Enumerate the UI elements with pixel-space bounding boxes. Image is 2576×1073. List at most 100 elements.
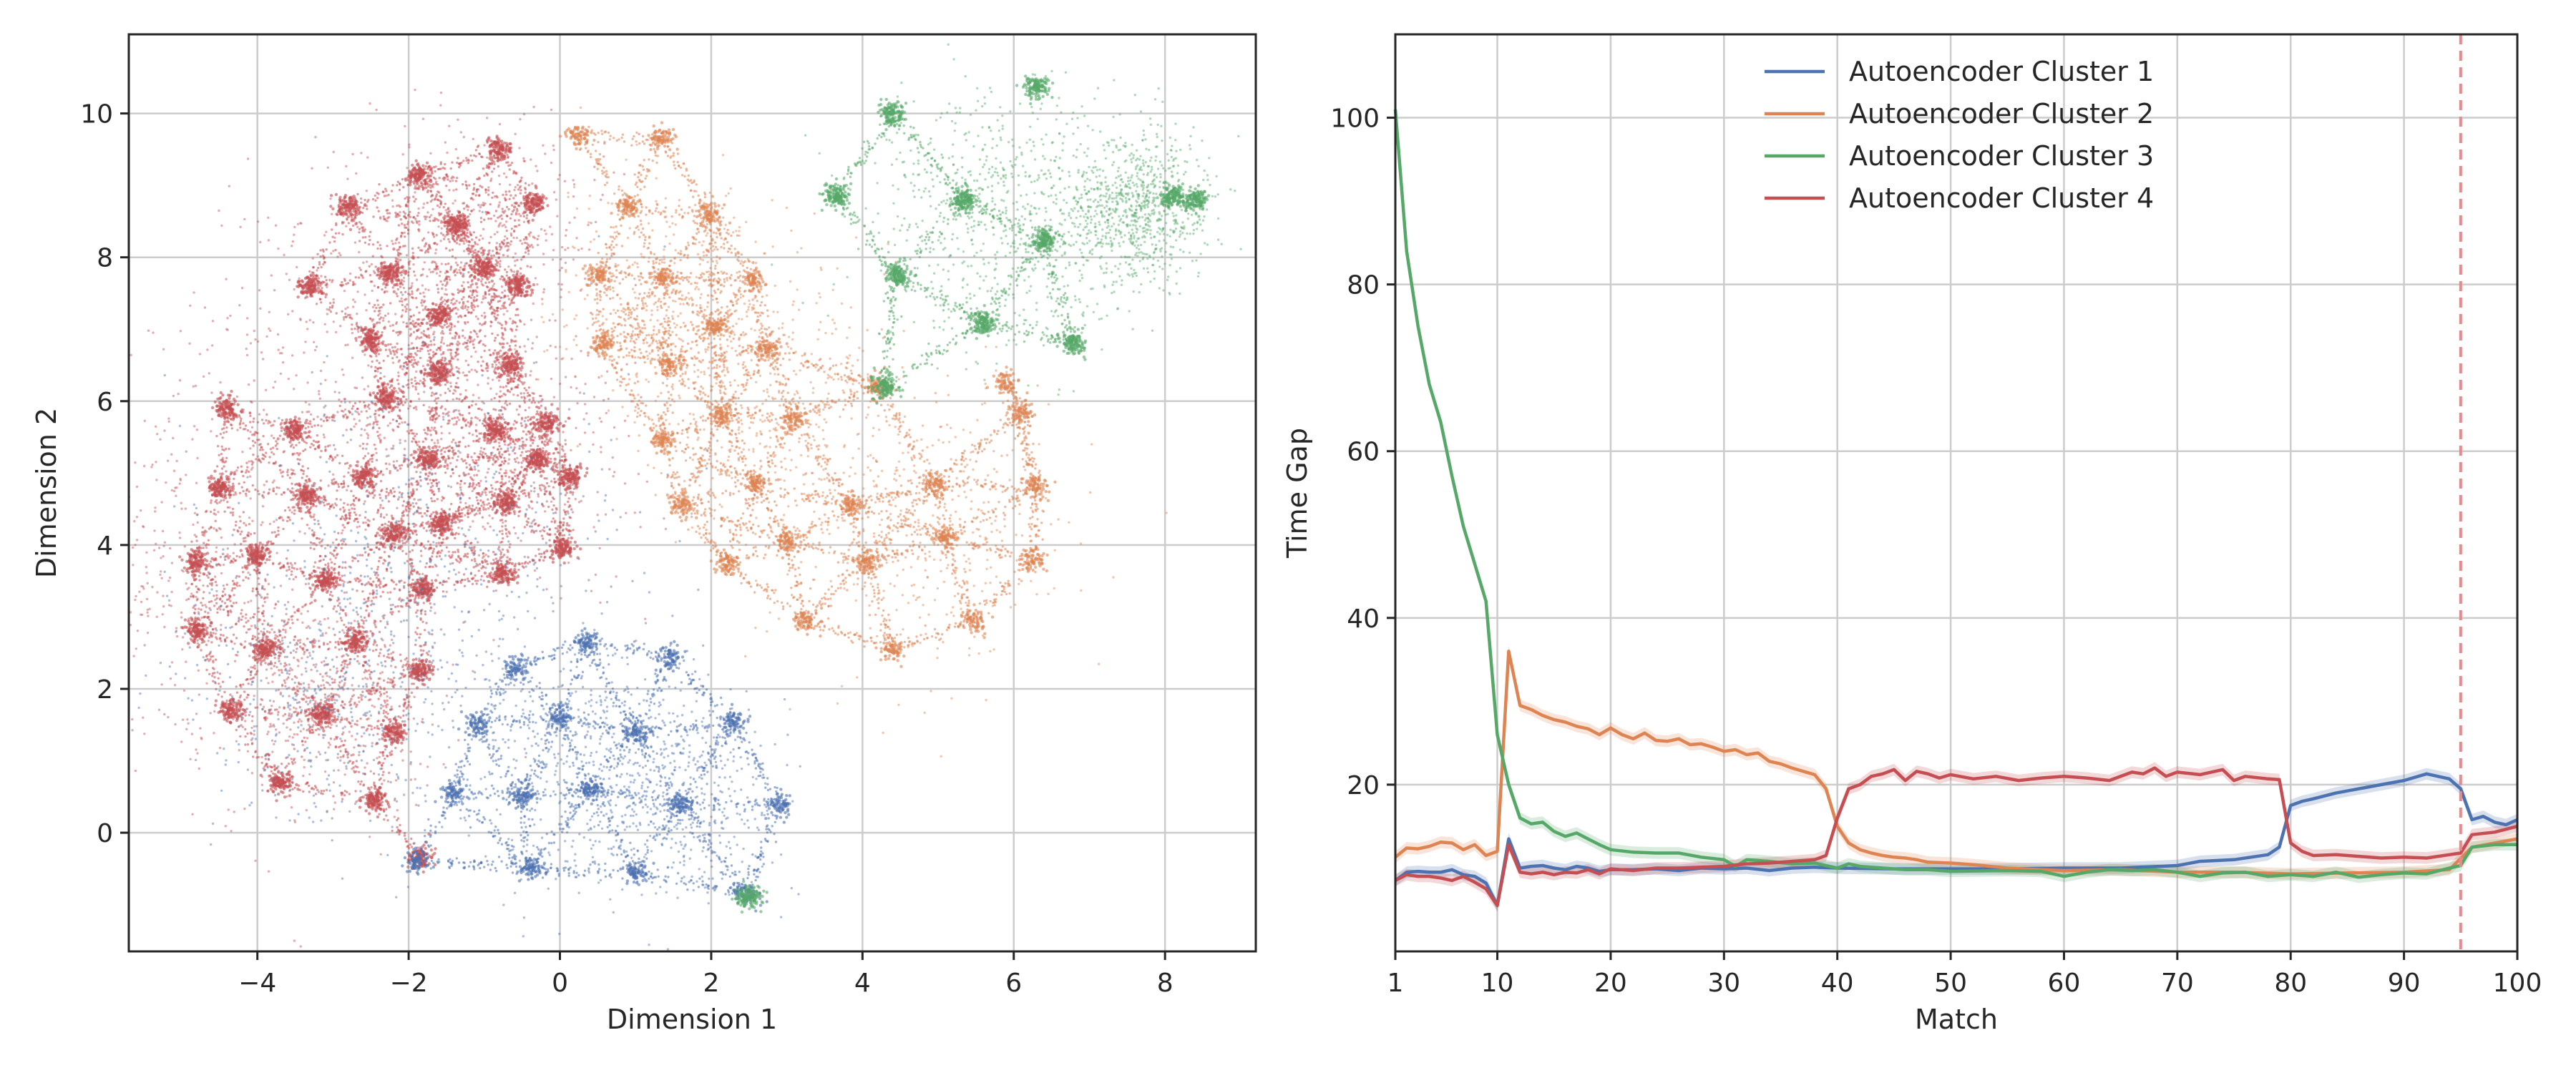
scatter-point: [359, 783, 361, 785]
scatter-point: [364, 677, 366, 679]
scatter-point: [64, 637, 66, 639]
scatter-point: [201, 604, 203, 607]
scatter-point: [263, 408, 265, 411]
scatter-point: [345, 165, 347, 167]
scatter-point: [308, 403, 311, 406]
scatter-point: [389, 302, 391, 304]
scatter-point: [439, 394, 441, 396]
scatter-point: [384, 195, 386, 197]
scatter-point: [306, 328, 308, 330]
scatter-point: [358, 419, 361, 421]
scatter-point: [248, 516, 250, 519]
scatter-point: [391, 579, 393, 581]
scatter-point: [375, 626, 377, 628]
scatter-point: [329, 669, 331, 671]
scatter-point: [311, 725, 313, 727]
scatter-point: [436, 441, 439, 444]
scatter-point: [387, 194, 389, 196]
scatter-point: [373, 421, 375, 423]
scatter-point: [383, 416, 385, 418]
scatter-point: [323, 559, 325, 561]
scatter-point: [336, 610, 338, 612]
scatter-point: [216, 465, 218, 467]
scatter-point: [265, 335, 268, 338]
scatter-point: [272, 562, 274, 564]
scatter-point: [346, 717, 348, 720]
scatter-point: [108, 346, 110, 348]
scatter-point: [251, 772, 253, 774]
scatter-point: [424, 288, 426, 290]
scatter-point: [240, 543, 242, 545]
scatter-point: [385, 449, 387, 451]
scatter-point: [417, 207, 419, 210]
scatter-point: [600, 199, 602, 201]
scatter-point: [286, 726, 288, 728]
scatter-point: [343, 684, 345, 686]
scatter-point: [250, 533, 252, 535]
scatter-point: [394, 666, 396, 668]
scatter-point: [297, 223, 299, 225]
scatter-point: [354, 765, 356, 768]
scatter-point: [347, 485, 349, 487]
scatter-point: [100, 661, 102, 663]
scatter-point: [349, 273, 351, 275]
scatter-point: [345, 614, 347, 617]
scatter-point: [487, 522, 489, 524]
scatter-point: [343, 278, 346, 280]
scatter-point: [224, 640, 226, 642]
scatter-point: [362, 262, 364, 264]
scatter-point: [301, 411, 303, 413]
scatter-point: [544, 230, 546, 232]
scatter-point: [341, 516, 343, 518]
scatter-point: [252, 454, 254, 456]
scatter-point: [492, 418, 494, 420]
scatter-point: [432, 220, 434, 222]
scatter-point: [374, 370, 376, 372]
scatter-point: [549, 225, 551, 227]
scatter-point: [383, 376, 385, 378]
scatter-point: [320, 301, 322, 303]
scatter-point: [560, 296, 562, 298]
scatter-point: [293, 711, 295, 713]
scatter-point: [379, 362, 381, 364]
scatter-point: [273, 289, 275, 291]
scatter-point: [367, 385, 369, 387]
scatter-point: [386, 695, 389, 697]
scatter-point: [396, 184, 398, 186]
scatter-point: [196, 428, 198, 431]
scatter-point: [253, 418, 255, 420]
scatter-point: [248, 471, 250, 473]
scatter-point: [394, 606, 396, 608]
scatter-point: [379, 587, 381, 589]
scatter-point: [238, 556, 240, 558]
scatter-point: [250, 469, 253, 471]
scatter-point: [504, 235, 506, 237]
scatter-point: [151, 464, 153, 466]
scatter-point: [441, 432, 443, 434]
scatter-point: [215, 688, 217, 690]
scatter-point: [353, 619, 356, 622]
scatter-point: [320, 418, 322, 421]
scatter-point: [203, 591, 205, 593]
scatter-point: [372, 243, 374, 245]
scatter-point: [336, 736, 338, 738]
scatter-point: [371, 290, 374, 292]
scatter-point: [499, 222, 502, 224]
scatter-point: [328, 508, 331, 510]
scatter-point: [554, 319, 556, 321]
scatter-point: [208, 636, 210, 638]
scatter-point: [170, 677, 172, 680]
scatter-point: [367, 437, 369, 439]
scatter-point: [248, 531, 250, 534]
scatter-point: [232, 511, 234, 514]
scatter-point: [320, 275, 322, 277]
scatter-point: [135, 647, 137, 650]
scatter-point: [288, 568, 291, 570]
scatter-point: [320, 266, 322, 268]
scatter-point: [329, 594, 331, 596]
scatter-point: [442, 763, 444, 765]
scatter-point: [250, 401, 252, 403]
scatter-point: [240, 642, 242, 645]
scatter-point: [324, 564, 326, 566]
scatter-point: [249, 431, 251, 433]
